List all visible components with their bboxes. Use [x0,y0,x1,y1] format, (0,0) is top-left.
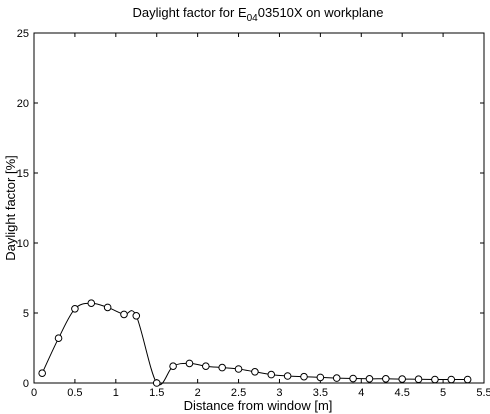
x-tick-label: 3.5 [313,387,328,399]
x-tick-label: 2 [195,387,201,399]
x-tick-label: 5 [440,387,446,399]
x-tick-label: 0 [31,387,37,399]
data-point [300,372,308,381]
y-tick-label: 20 [17,98,29,110]
data-point [169,362,177,371]
x-tick-label: 4.5 [395,387,410,399]
chart-title-prefix: Daylight factor for E [132,5,246,20]
data-point [120,310,128,319]
data-point [332,374,341,382]
x-tick-label: 4 [358,387,364,399]
data-point [316,373,325,382]
data-point [382,375,390,383]
data-point [365,375,374,383]
x-tick-label: 3 [276,387,282,399]
chart-title-suffix: 03510X on workplane [258,5,384,20]
data-point [71,305,79,313]
y-tick-label: 15 [17,168,29,180]
x-tick-label: 5.5 [476,387,490,399]
y-tick-label: 0 [23,378,29,390]
y-axis-title: Daylight factor [%] [3,155,18,261]
data-point [103,303,112,312]
x-tick-label: 0.5 [67,387,82,399]
y-tick-label: 10 [17,238,29,250]
x-tick-label: 1 [113,387,119,399]
data-point [132,312,141,320]
plot-frame [33,32,485,384]
chart-title-subscript: 04 [247,13,259,24]
x-tick-label: 2.5 [231,387,246,399]
data-point [463,375,472,384]
data-point [447,375,456,384]
data-point [251,368,259,376]
data-point [234,365,243,373]
data-point [87,299,96,308]
x-axis-title: Distance from window [m] [184,398,333,413]
data-point [38,369,46,378]
data-point [431,375,439,384]
data-point [185,359,194,368]
data-point [283,372,292,380]
data-point [54,334,63,343]
y-tick-label: 25 [17,28,29,40]
data-point [267,370,276,379]
data-point [152,379,161,387]
data-point [218,363,226,372]
x-tick-label: 1.5 [149,387,164,399]
chart-title: Daylight factor for E0403510X on workpla… [132,5,383,24]
data-point [398,375,406,383]
plot-area: 0 0.5 1 1.5 2 2.5 3 3.5 4 4.5 5 5.5 0 5 10 15 20 25 [17,28,490,399]
data-point [414,375,423,384]
data-point [202,362,210,371]
y-tick-label: 5 [23,308,29,320]
data-point [349,374,357,383]
